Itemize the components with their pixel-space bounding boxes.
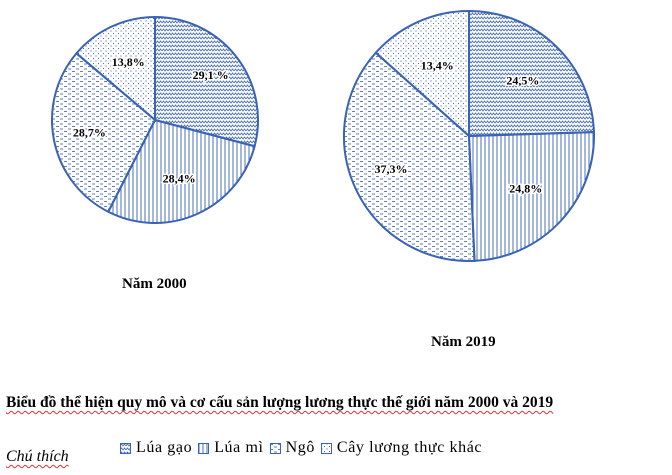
legend-item-other: Cây lương thực khác	[320, 439, 483, 457]
pie-data-label: 13,4%	[421, 58, 454, 72]
pie-data-label: 37,3%	[375, 162, 408, 176]
pie-slice	[51, 51, 157, 214]
legend-item-label: Lúa gạo	[136, 439, 193, 456]
pie-slice	[343, 51, 476, 262]
legend-item-label: Ngô	[285, 439, 315, 456]
pie-data-label: 13,8%	[112, 55, 145, 69]
legend-item-label: Cây lương thực khác	[336, 439, 483, 456]
pie-data-label: 28,4%	[163, 171, 196, 185]
legend-label: Chú thích	[6, 448, 69, 465]
pie-data-label: 24,5%	[506, 73, 539, 87]
pie-caption-2000: Năm 2000	[122, 276, 187, 292]
vertical-lines-swatch-icon	[198, 442, 210, 454]
zigzag-swatch-icon	[120, 442, 131, 454]
pie-slice	[154, 15, 259, 148]
pie-slice	[467, 131, 595, 262]
pie-slice	[374, 9, 470, 139]
dashes-swatch-icon	[269, 442, 281, 454]
legend-item-corn: Ngô	[269, 439, 315, 457]
legend-item-label: Lúa mì	[214, 439, 264, 456]
pie-slice	[75, 15, 156, 123]
figure-title: Biểu đồ thể hiện quy mô và cơ cấu sản lư…	[6, 394, 554, 411]
pie-chart-2019: 24,5% 24,8% 37,3% 13,4%	[343, 9, 595, 262]
legend: Lúa gạo Lúa mì Ngô Cây lương thực khác	[120, 439, 488, 457]
legend-item-wheat: Lúa mì	[198, 439, 263, 457]
legend-item-rice: Lúa gạo	[120, 439, 192, 457]
pie-data-label: 29,1 %	[193, 68, 229, 82]
dots-swatch-icon	[320, 442, 332, 454]
pie-chart-2000: 29,1 % 28,4% 28,7% 13,8%	[51, 15, 259, 224]
pie-caption-2019: Năm 2019	[431, 334, 496, 350]
pie-slice	[468, 9, 595, 138]
pie-data-label: 24,8%	[509, 182, 542, 196]
pie-data-label: 28,7%	[73, 126, 106, 140]
pie-slice	[106, 118, 256, 224]
